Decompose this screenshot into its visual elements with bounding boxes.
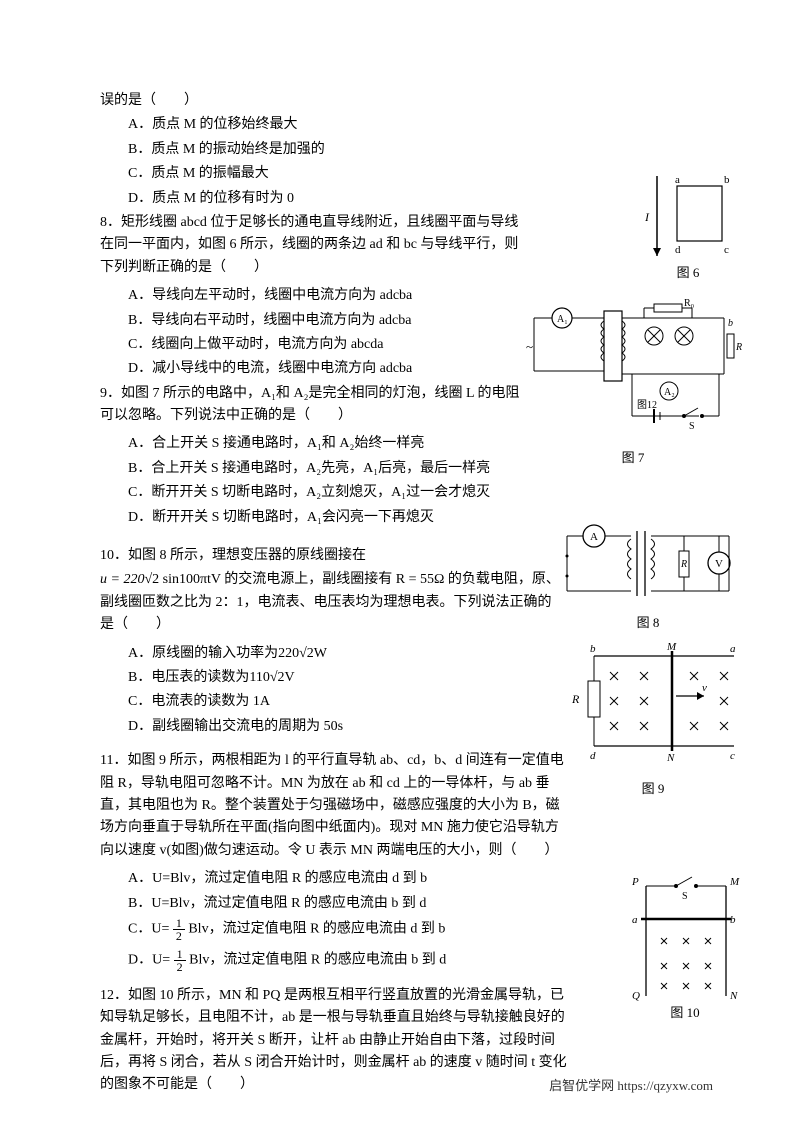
q10-b-pre: B．电压表的读数为: [128, 670, 249, 685]
page-footer: 启智优学网 https://qzyxw.com: [549, 1076, 713, 1097]
svg-text:R₀: R₀: [684, 298, 695, 309]
figure-7: A₁ ~ R₀ A₂ R b: [523, 295, 743, 470]
figure-7-label: 图 7: [524, 448, 742, 469]
svg-text:R: R: [680, 559, 687, 570]
q7-stem-tail: 误的是（ ）: [100, 90, 733, 112]
svg-text:N: N: [666, 752, 675, 761]
svg-text:M: M: [666, 641, 677, 653]
q11-d-pre: D．U=: [128, 953, 170, 968]
figure-6-label: 图 6: [639, 263, 737, 284]
svg-text:Q: Q: [632, 990, 640, 1001]
svg-text:N: N: [729, 990, 738, 1001]
svg-text:A: A: [590, 531, 598, 543]
svg-text:b: b: [590, 643, 596, 655]
svg-text:a: a: [730, 643, 736, 655]
q11-d-post: Blv，流过定值电阻 R 的感应电流由 b 到 d: [189, 953, 446, 968]
svg-text:b: b: [728, 318, 733, 329]
q10-sqrt2-1: √2: [144, 572, 159, 587]
svg-text:v: v: [702, 682, 707, 694]
q9-option-c: C．断开开关 S 切断电路时，A₂立刻熄灭，A₁过一会才熄灭: [128, 482, 548, 504]
svg-text:d: d: [675, 244, 681, 256]
q9-stem: 9．如图 7 所示的电路中，A₁和 A₂是完全相同的灯泡，线圈 L 的电阻可以忽…: [100, 383, 520, 428]
q10-formula-u: u = 220: [100, 572, 144, 587]
figure-9: R v b a d c M N 图 9: [563, 640, 743, 801]
svg-text:图12: 图12: [637, 399, 657, 411]
q10-stem-rest: sin100πtV 的交流电源上，副线圈接有 R = 55Ω 的负载电阻，原、副…: [100, 572, 560, 632]
q10-a-pre: A．原线圈的输入功率为: [128, 646, 278, 661]
figure-10: S P M a b Q N 图 10: [625, 870, 745, 1025]
svg-text:b: b: [730, 914, 736, 926]
q9-option-a: A．合上开关 S 接通电路时，A₁和 A₂始终一样亮: [128, 433, 548, 455]
q8-stem: 8．矩形线圈 abcd 位于足够长的通电直导线附近，且线圈平面与导线在同一平面内…: [100, 212, 520, 279]
q10-stem-line2: u = 220√2 sin100πtV 的交流电源上，副线圈接有 R = 55Ω…: [100, 569, 560, 636]
svg-text:A₂: A₂: [664, 387, 675, 398]
q7-option-a: A．质点 M 的位移始终最大: [128, 114, 733, 136]
svg-text:R: R: [735, 342, 742, 353]
svg-text:P: P: [631, 876, 639, 888]
fraction-half-2: 12: [174, 948, 186, 973]
svg-text:M: M: [729, 876, 740, 888]
figure-8-label: 图 8: [559, 613, 737, 634]
figure-9-label: 图 9: [564, 779, 742, 800]
svg-text:S: S: [689, 421, 695, 432]
svg-text:V: V: [715, 558, 723, 570]
svg-text:a: a: [632, 914, 638, 926]
svg-text:c: c: [730, 750, 735, 761]
svg-text:c: c: [724, 244, 729, 256]
q10-a-val: 220√2W: [278, 646, 327, 661]
figure-8: A R V 图 8: [558, 520, 738, 635]
svg-text:d: d: [590, 750, 596, 761]
q12-stem: 12．如图 10 所示，MN 和 PQ 是两根互相平行竖直放置的光滑金属导轨，已…: [100, 985, 570, 1097]
q11-c-post: Blv，流过定值电阻 R 的感应电流由 d 到 b: [188, 922, 445, 937]
q11-c-pre: C．U=: [128, 922, 169, 937]
svg-text:A₁: A₁: [557, 314, 568, 325]
svg-text:b: b: [724, 174, 730, 186]
svg-text:R: R: [571, 692, 580, 706]
svg-text:I: I: [644, 210, 650, 224]
q10-b-val: 110√2V: [249, 670, 294, 685]
svg-text:a: a: [675, 174, 680, 186]
fraction-half-1: 12: [173, 917, 185, 942]
figure-10-label: 图 10: [626, 1003, 744, 1024]
q11-stem: 11．如图 9 所示，两根相距为 l 的平行直导轨 ab、cd，b、d 间连有一…: [100, 750, 570, 862]
figure-6: a b d c I 图 6: [638, 170, 738, 285]
q9-option-b: B．合上开关 S 接通电路时，A₂先亮，A₁后亮，最后一样亮: [128, 458, 548, 480]
svg-text:S: S: [682, 891, 688, 902]
q7-option-b: B．质点 M 的振动始终是加强的: [128, 139, 733, 161]
svg-text:~: ~: [526, 339, 533, 354]
